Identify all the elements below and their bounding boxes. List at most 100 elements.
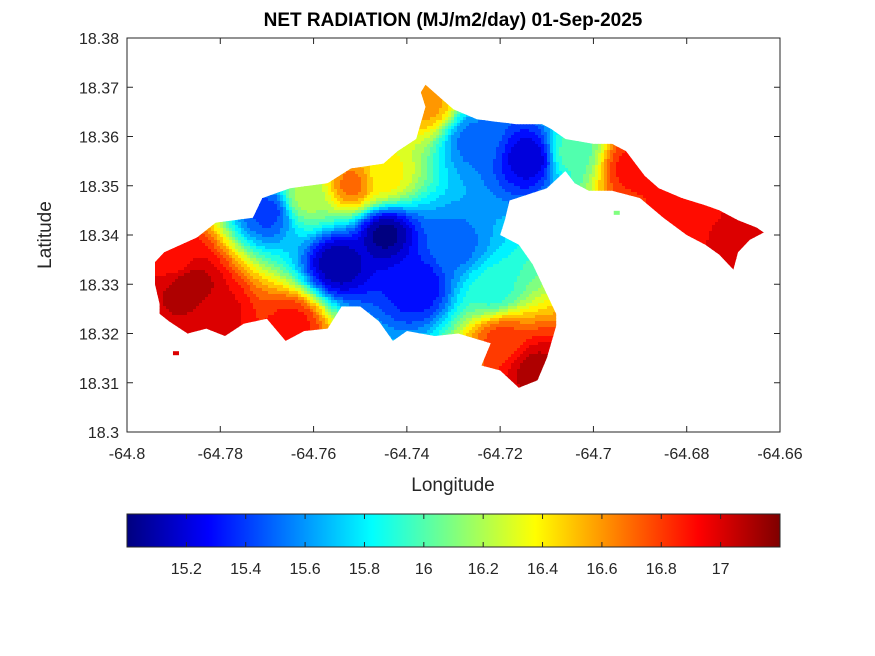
heatmap-cell xyxy=(457,147,461,151)
heatmap-cell xyxy=(400,150,404,154)
heatmap-cell xyxy=(499,144,503,148)
heatmap-cell xyxy=(466,129,470,133)
heatmap-cell xyxy=(460,117,464,121)
heatmap-cell xyxy=(427,99,431,103)
heatmap-cell xyxy=(475,132,479,136)
heatmap-cell xyxy=(481,144,485,148)
heatmap-cell xyxy=(487,126,491,130)
heatmap-cell xyxy=(421,138,425,142)
heatmap-cell xyxy=(493,120,497,124)
heatmap-cell xyxy=(490,126,494,130)
heatmap-cell xyxy=(505,129,509,133)
heatmap-cell xyxy=(499,129,503,133)
heatmap-cell xyxy=(460,126,464,130)
heatmap-cell xyxy=(466,135,470,139)
heatmap-cell xyxy=(493,141,497,145)
heatmap-cell xyxy=(574,153,578,157)
heatmap-cell xyxy=(433,144,437,148)
heatmap-cell xyxy=(538,135,542,139)
heatmap-cell xyxy=(547,153,551,157)
heatmap-cell xyxy=(433,114,437,118)
heatmap-cell xyxy=(583,144,587,148)
heatmap-cell xyxy=(541,135,545,139)
heatmap-cell xyxy=(478,144,482,148)
heatmap-cell xyxy=(445,135,449,139)
heatmap-cell xyxy=(472,153,476,157)
heatmap-cell xyxy=(607,153,611,157)
heatmap-cell xyxy=(424,147,428,151)
heatmap-cell xyxy=(403,153,407,157)
heatmap-cell xyxy=(454,144,458,148)
heatmap-cell xyxy=(424,135,428,139)
heatmap-cell xyxy=(463,144,467,148)
heatmap-cell xyxy=(523,135,527,139)
heatmap-cell xyxy=(490,138,494,142)
heatmap-cell xyxy=(436,138,440,142)
heatmap-cell xyxy=(514,153,518,157)
heatmap-cell xyxy=(415,147,419,151)
heatmap-cell xyxy=(406,156,410,160)
heatmap-cell xyxy=(469,123,473,127)
heatmap-cell xyxy=(535,141,539,145)
heatmap-cell xyxy=(451,138,455,142)
heatmap-cell xyxy=(529,144,533,148)
heatmap-cell xyxy=(421,96,425,100)
heatmap-cell xyxy=(478,120,482,124)
chart-title: NET RADIATION (MJ/m2/day) 01-Sep-2025 xyxy=(264,10,643,31)
heatmap-cell xyxy=(442,138,446,142)
heatmap-cell xyxy=(466,132,470,136)
heatmap-cell xyxy=(526,138,530,142)
heatmap-cell xyxy=(448,153,452,157)
heatmap-cell xyxy=(550,129,554,133)
heatmap-cell xyxy=(499,135,503,139)
heatmap-cell xyxy=(577,144,581,148)
heatmap-cell xyxy=(448,108,452,112)
heatmap-cell xyxy=(436,156,440,160)
heatmap-cell xyxy=(505,123,509,127)
heatmap-cell xyxy=(559,138,563,142)
heatmap-cell xyxy=(478,147,482,151)
heatmap-cell xyxy=(430,93,434,97)
heatmap-cell xyxy=(433,150,437,154)
heatmap-cell xyxy=(460,123,464,127)
heatmap-cell xyxy=(439,99,443,103)
heatmap-cell xyxy=(508,144,512,148)
heatmap-cell xyxy=(523,132,527,136)
heatmap-cell xyxy=(538,126,542,130)
heatmap-cell xyxy=(463,117,467,121)
heatmap-cell xyxy=(397,156,401,160)
heatmap-cell xyxy=(424,90,428,94)
heatmap-cell xyxy=(598,144,602,148)
heatmap-cell xyxy=(439,144,443,148)
heatmap-cell xyxy=(463,138,467,142)
heatmap-cell xyxy=(499,126,503,130)
heatmap-cell xyxy=(442,102,446,106)
heatmap-cell xyxy=(532,150,536,154)
heatmap-cell xyxy=(430,135,434,139)
heatmap-cell xyxy=(586,147,590,151)
heatmap-cell xyxy=(430,129,434,133)
heatmap-cell xyxy=(442,126,446,130)
heatmap-cell xyxy=(487,141,491,145)
heatmap-cell xyxy=(496,141,500,145)
heatmap-cell xyxy=(553,144,557,148)
heatmap-cell xyxy=(466,144,470,148)
heatmap-cell xyxy=(412,144,416,148)
heatmap-cell xyxy=(478,150,482,154)
heatmap-cell xyxy=(532,129,536,133)
heatmap-cell xyxy=(493,144,497,148)
heatmap-cell xyxy=(550,132,554,136)
heatmap-cell xyxy=(610,147,614,151)
heatmap-cell xyxy=(439,132,443,136)
heatmap-cell xyxy=(577,141,581,145)
heatmap-cell xyxy=(463,132,467,136)
heatmap-cell xyxy=(505,138,509,142)
heatmap-cell xyxy=(538,150,542,154)
heatmap-cell xyxy=(454,147,458,151)
heatmap-cell xyxy=(406,153,410,157)
heatmap-cell xyxy=(556,138,560,142)
heatmap-cell xyxy=(475,129,479,133)
heatmap-cell xyxy=(517,123,521,127)
heatmap-cell xyxy=(502,144,506,148)
heatmap-cell xyxy=(562,147,566,151)
